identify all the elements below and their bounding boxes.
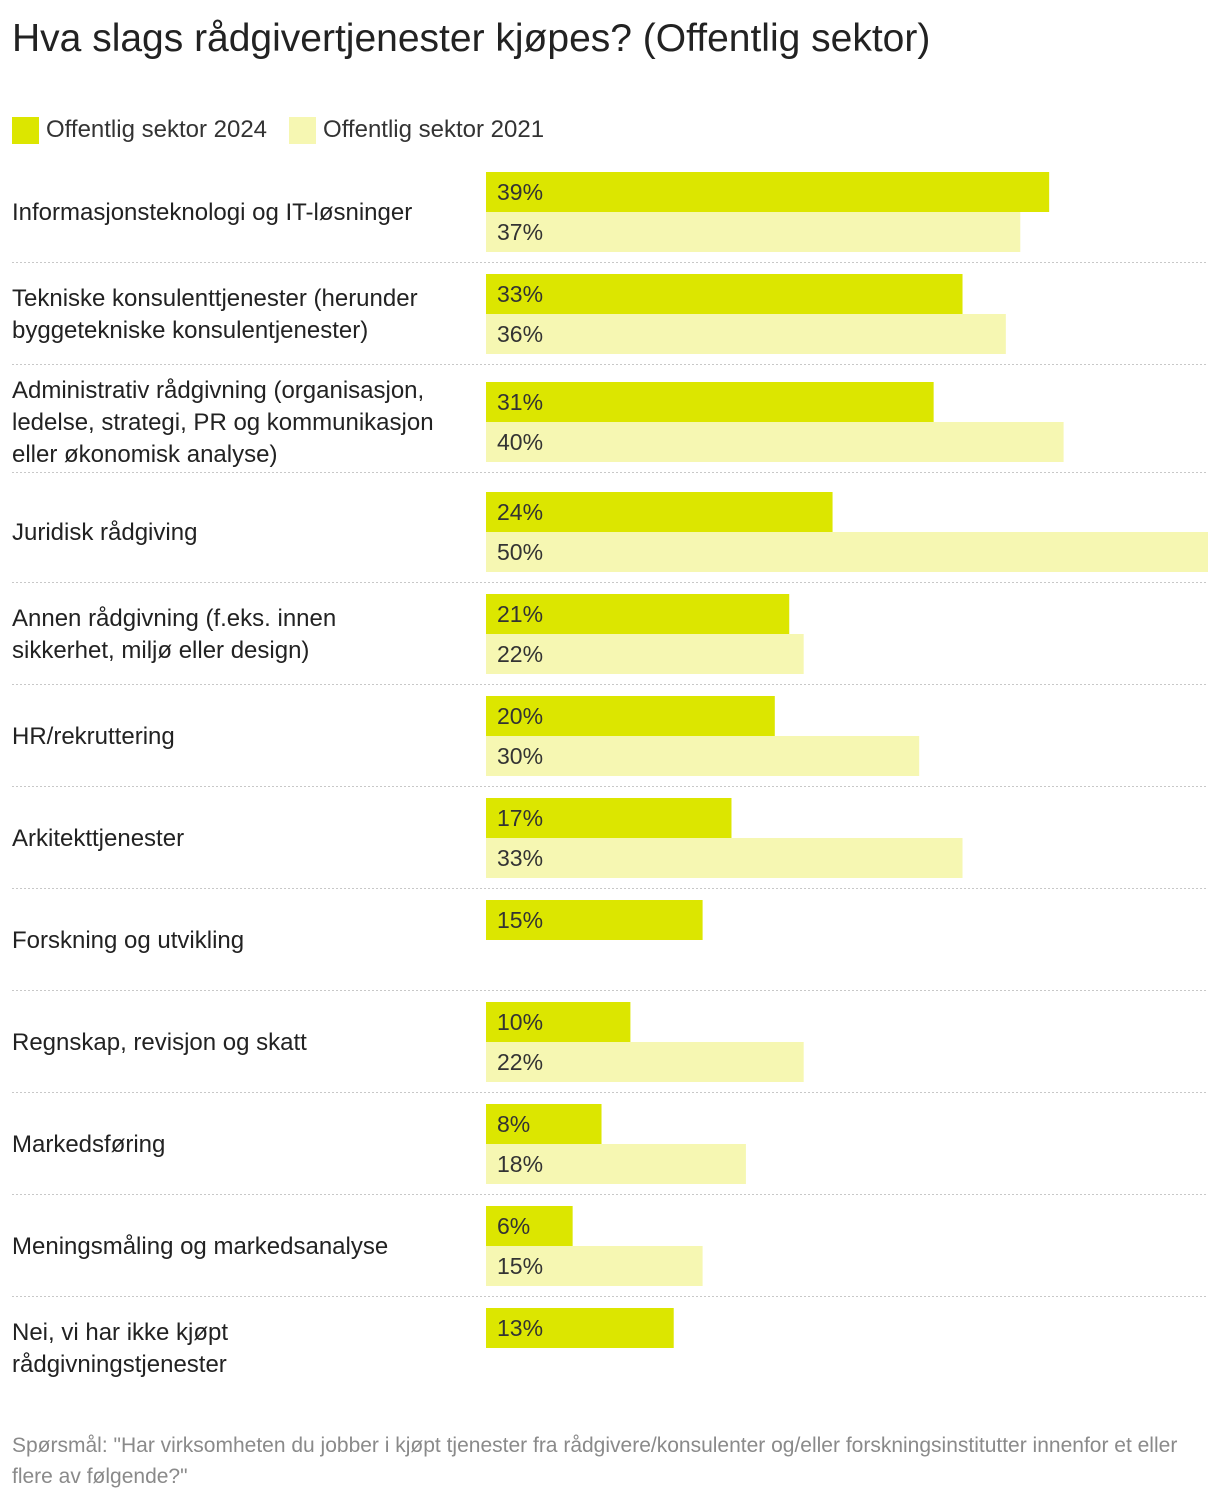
data-label: 17% (497, 805, 543, 831)
legend: Offentlig sektor 2024 Offentlig sektor 2… (12, 112, 566, 148)
category-label: Regnskap, revisjon og skatt (12, 1029, 307, 1056)
bar-2021 (486, 634, 804, 674)
bar-2024 (486, 172, 1050, 212)
data-label: 31% (497, 389, 543, 415)
category-label: Markedsføring (12, 1131, 165, 1158)
bar-2021 (486, 838, 963, 878)
data-label: 20% (497, 703, 543, 729)
bar-2024 (486, 900, 703, 940)
category-label: Informasjonsteknologi og IT-løsninger (12, 199, 412, 226)
data-label: 30% (497, 743, 543, 769)
bar-2024 (486, 1002, 631, 1042)
legend-swatch-2021 (289, 116, 317, 144)
category-label: Juridisk rådgiving (12, 519, 197, 546)
bar-2021 (486, 314, 1006, 354)
legend-item-2021: Offentlig sektor 2021 (289, 116, 544, 144)
category-label: byggetekniske konsulentjenester) (12, 317, 368, 344)
data-label: 18% (497, 1151, 543, 1177)
bar-2024 (486, 1104, 602, 1144)
data-label: 39% (497, 179, 543, 205)
bar-2021 (486, 422, 1064, 462)
bar-2021 (486, 1144, 746, 1184)
data-label: 37% (497, 219, 543, 245)
bar-2021 (486, 212, 1021, 252)
data-label: 36% (497, 321, 543, 347)
bar-2021 (486, 1246, 703, 1286)
bar-2024 (486, 492, 833, 532)
bar-2024 (486, 382, 934, 422)
legend-label-2021: Offentlig sektor 2021 (323, 116, 545, 143)
legend-item-2024: Offentlig sektor 2024 (12, 116, 267, 144)
category-label: Administrativ rådgivning (organisasjon, (12, 377, 424, 404)
data-label: 10% (497, 1009, 543, 1035)
footnote: Spørsmål: "Har virksomheten du jobber i … (12, 1434, 1178, 1488)
category-label: Arkitekttjenester (12, 825, 184, 852)
data-label: 13% (497, 1315, 543, 1341)
bar-2024 (486, 274, 963, 314)
chart-title: Hva slags rådgivertjenester kjøpes? (Off… (12, 17, 931, 60)
bar-2024 (486, 798, 732, 838)
data-label: 21% (497, 601, 543, 627)
data-label: 15% (497, 1253, 543, 1279)
bar-2021 (486, 1042, 804, 1082)
category-label: HR/rekruttering (12, 723, 175, 750)
data-label: 22% (497, 1049, 543, 1075)
category-label: rådgivningstjenester (12, 1351, 227, 1378)
data-label: 15% (497, 907, 543, 933)
category-label: eller økonomisk analyse) (12, 441, 277, 468)
bar-2024 (486, 594, 790, 634)
data-label: 40% (497, 429, 543, 455)
category-label: Meningsmåling og markedsanalyse (12, 1233, 388, 1260)
category-label: Tekniske konsulenttjenester (herunder (12, 285, 418, 312)
category-label: Forskning og utvikling (12, 927, 244, 954)
data-label: 8% (497, 1111, 530, 1137)
bar-2024 (486, 1206, 573, 1246)
category-label: ledelse, strategi, PR og kommunikasjon (12, 409, 434, 436)
bar-chart: Informasjonsteknologi og IT-løsninger 39%… (12, 172, 1208, 1378)
category-label: Nei, vi har ikke kjøpt (12, 1319, 228, 1346)
category-label: sikkerhet, miljø eller design) (12, 637, 309, 664)
legend-label-2024: Offentlig sektor 2024 (46, 116, 268, 143)
bar-2024 (486, 696, 775, 736)
data-label: 6% (497, 1213, 530, 1239)
bar-2024 (486, 1308, 674, 1348)
data-label: 33% (497, 281, 543, 307)
legend-swatch-2024 (12, 116, 39, 144)
data-label: 33% (497, 845, 543, 871)
category-label: Annen rådgivning (f.eks. innen (12, 605, 336, 632)
bar-2021 (486, 532, 1208, 572)
bar-2021 (486, 736, 920, 776)
data-label: 22% (497, 641, 543, 667)
data-label: 24% (497, 499, 543, 525)
data-label: 50% (497, 539, 543, 565)
